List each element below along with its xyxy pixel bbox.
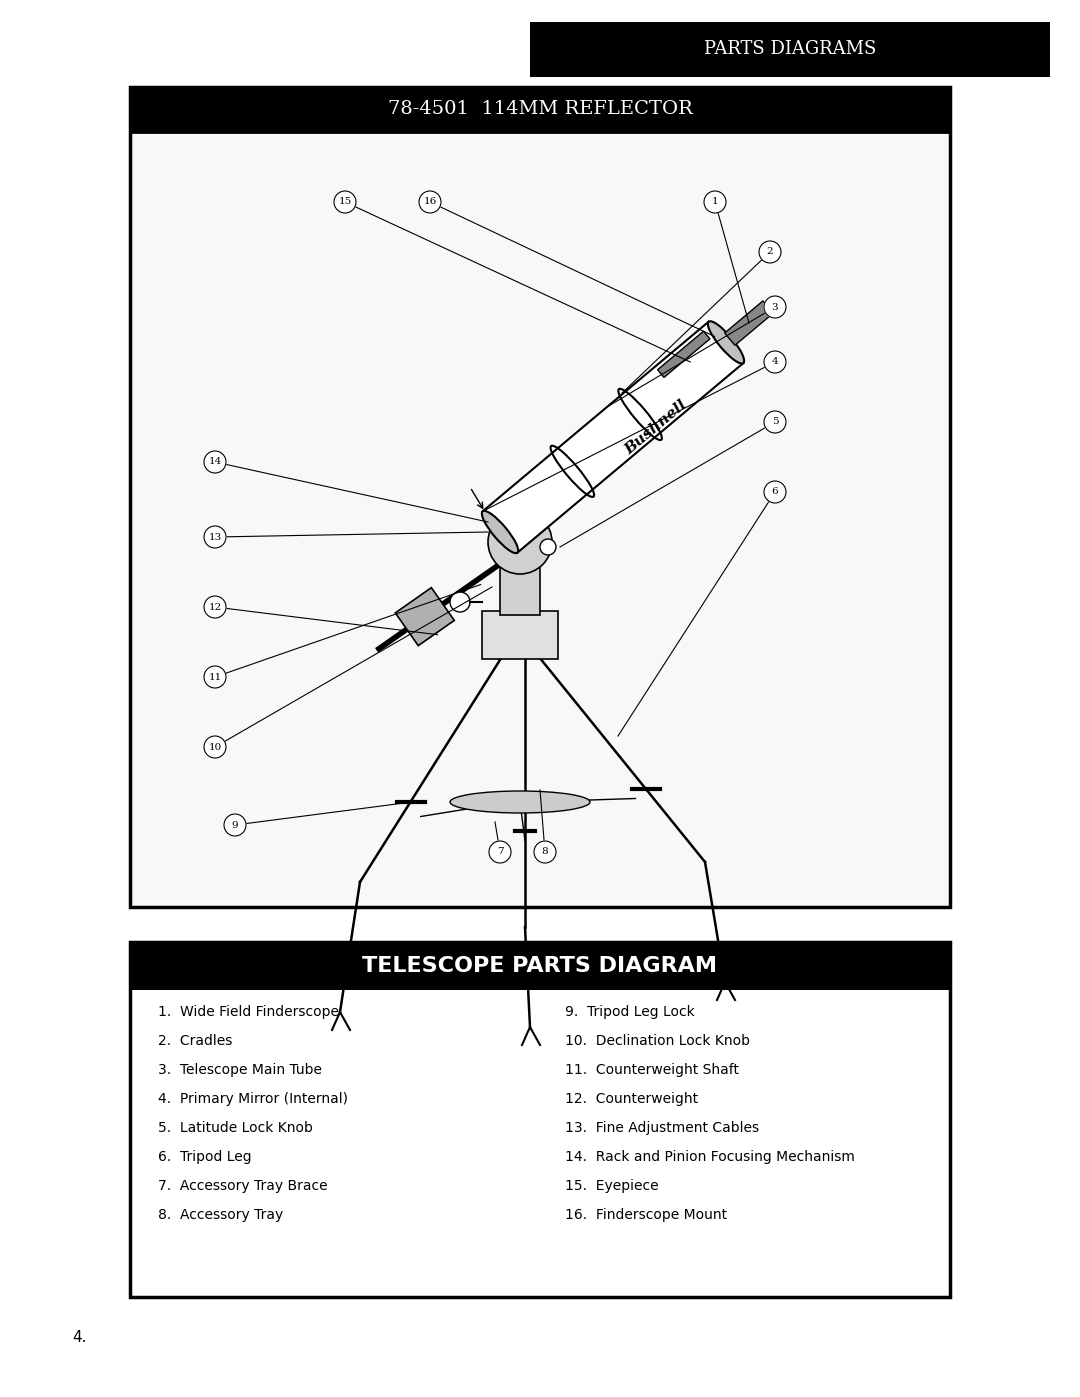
Text: 11.  Counterweight Shaft: 11. Counterweight Shaft — [565, 1063, 739, 1077]
Ellipse shape — [707, 321, 744, 363]
Circle shape — [704, 191, 726, 212]
Text: 78-4501  114MM REFLECTOR: 78-4501 114MM REFLECTOR — [388, 101, 692, 119]
Text: 2.  Cradles: 2. Cradles — [158, 1034, 232, 1048]
Circle shape — [450, 592, 470, 612]
Bar — [130, 942, 950, 990]
Circle shape — [764, 351, 786, 373]
Text: 15: 15 — [338, 197, 352, 207]
Circle shape — [204, 527, 226, 548]
Text: 14.  Rack and Pinion Focusing Mechanism: 14. Rack and Pinion Focusing Mechanism — [565, 1150, 855, 1164]
Text: 15.  Eyepiece: 15. Eyepiece — [565, 1179, 659, 1193]
Text: 12.  Counterweight: 12. Counterweight — [565, 1092, 698, 1106]
Text: 5: 5 — [772, 418, 779, 426]
Circle shape — [540, 539, 556, 555]
Circle shape — [764, 411, 786, 433]
Circle shape — [204, 666, 226, 687]
Polygon shape — [395, 588, 455, 645]
Circle shape — [764, 296, 786, 319]
Text: 3: 3 — [772, 303, 779, 312]
Polygon shape — [725, 300, 773, 345]
Text: 6.  Tripod Leg: 6. Tripod Leg — [158, 1150, 252, 1164]
Text: 7.  Accessory Tray Brace: 7. Accessory Tray Brace — [158, 1179, 327, 1193]
Polygon shape — [483, 321, 743, 553]
Circle shape — [224, 814, 246, 835]
Text: 4.  Primary Mirror (Internal): 4. Primary Mirror (Internal) — [158, 1092, 348, 1106]
Text: 10.  Declination Lock Knob: 10. Declination Lock Knob — [565, 1034, 750, 1048]
Bar — [130, 87, 950, 907]
Text: 4.: 4. — [72, 1330, 86, 1344]
Text: 2: 2 — [767, 247, 773, 257]
Ellipse shape — [482, 511, 518, 553]
Circle shape — [534, 841, 556, 863]
Text: 9: 9 — [232, 820, 239, 830]
Text: 1.  Wide Field Finderscope: 1. Wide Field Finderscope — [158, 1004, 339, 1018]
Text: 5.  Latitude Lock Knob: 5. Latitude Lock Knob — [158, 1120, 313, 1134]
Circle shape — [204, 736, 226, 759]
Bar — [530, 22, 1050, 77]
Circle shape — [489, 841, 511, 863]
Text: 8.  Accessory Tray: 8. Accessory Tray — [158, 1208, 283, 1222]
Circle shape — [334, 191, 356, 212]
Bar — [130, 87, 950, 131]
Text: 4: 4 — [772, 358, 779, 366]
Text: Bushnell: Bushnell — [622, 397, 690, 457]
Text: 8: 8 — [542, 848, 549, 856]
Text: 11: 11 — [208, 672, 221, 682]
Text: 14: 14 — [208, 457, 221, 467]
Circle shape — [759, 242, 781, 263]
Circle shape — [488, 510, 552, 574]
Circle shape — [764, 481, 786, 503]
Bar — [482, 610, 558, 659]
Text: 12: 12 — [208, 602, 221, 612]
Text: 13: 13 — [208, 532, 221, 542]
Text: PARTS DIAGRAMS: PARTS DIAGRAMS — [704, 41, 876, 59]
Bar — [130, 131, 950, 907]
Text: 16: 16 — [423, 197, 436, 207]
Text: 1: 1 — [712, 197, 718, 207]
Text: 7: 7 — [497, 848, 503, 856]
Ellipse shape — [450, 791, 590, 813]
Text: 3.  Telescope Main Tube: 3. Telescope Main Tube — [158, 1063, 322, 1077]
Text: 10: 10 — [208, 742, 221, 752]
Circle shape — [204, 451, 226, 474]
Circle shape — [204, 597, 226, 617]
Text: TELESCOPE PARTS DIAGRAM: TELESCOPE PARTS DIAGRAM — [363, 956, 717, 977]
Bar — [130, 942, 950, 1296]
Text: 6: 6 — [772, 488, 779, 496]
Bar — [500, 560, 540, 615]
Circle shape — [419, 191, 441, 212]
Text: 13.  Fine Adjustment Cables: 13. Fine Adjustment Cables — [565, 1120, 759, 1134]
Polygon shape — [658, 331, 710, 377]
Text: 16.  Finderscope Mount: 16. Finderscope Mount — [565, 1208, 727, 1222]
Text: 9.  Tripod Leg Lock: 9. Tripod Leg Lock — [565, 1004, 694, 1018]
